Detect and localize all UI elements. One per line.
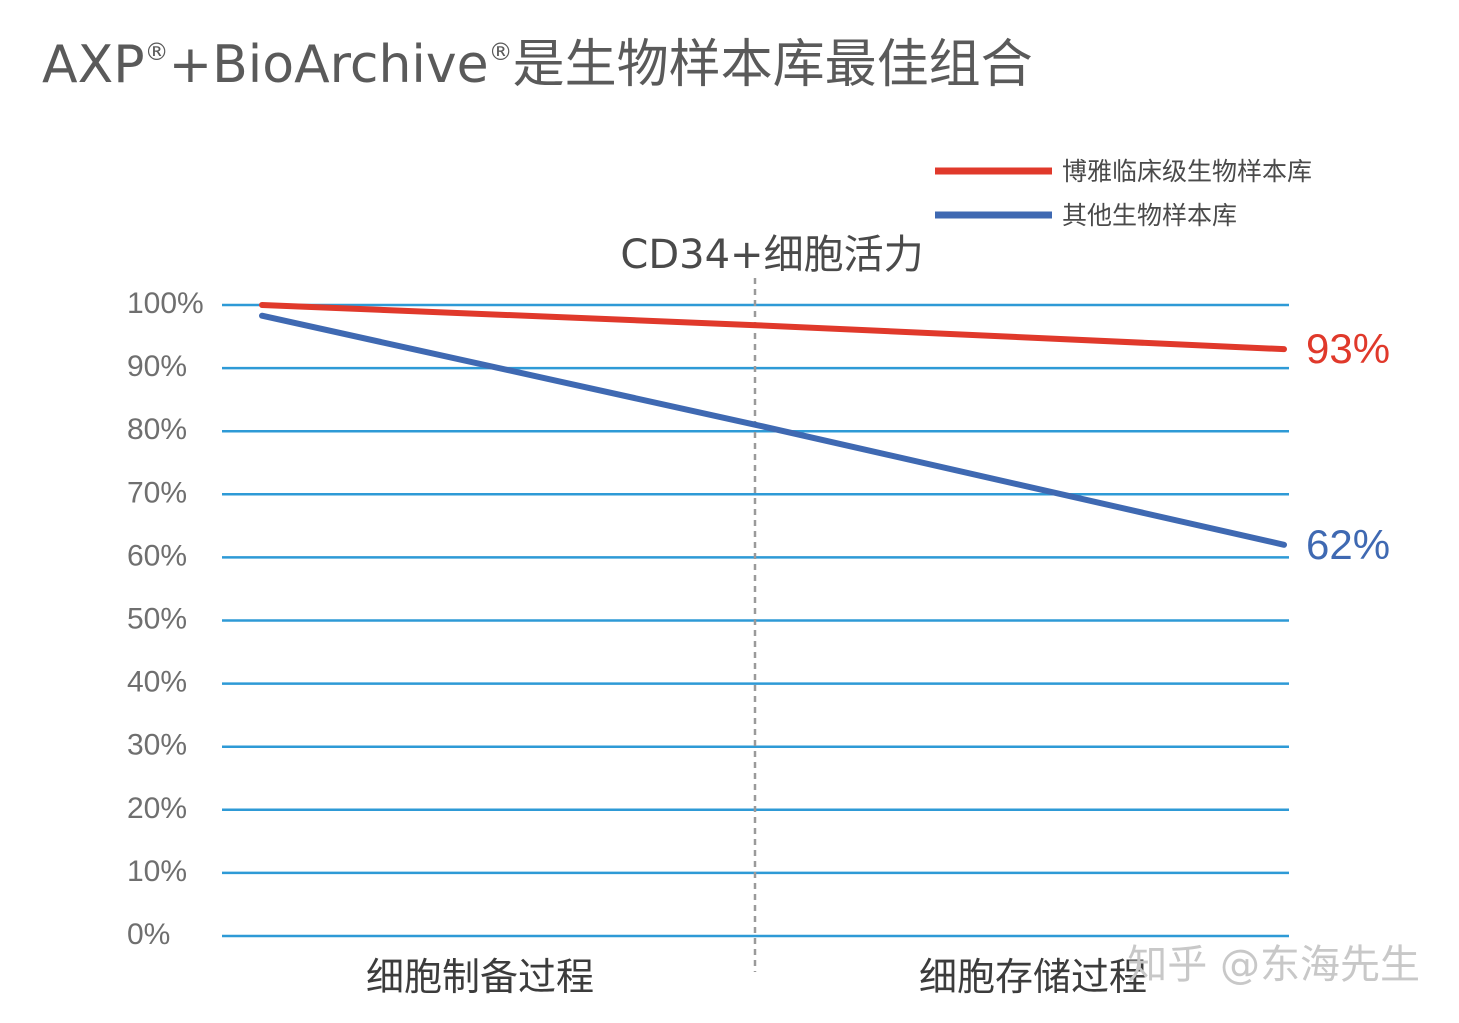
y-tick-label: 30% [127, 729, 187, 762]
end-labels: 93% 62% [1306, 325, 1390, 568]
y-tick-label: 50% [127, 603, 187, 636]
x-tick-storage: 细胞存储过程 [919, 955, 1147, 999]
title-part-axp: AXP [42, 35, 145, 95]
y-tick-label: 60% [127, 539, 187, 572]
series-line-red [259, 302, 1287, 353]
end-label-red: 93% [1306, 325, 1390, 372]
y-tick-label: 80% [127, 413, 187, 446]
y-tick-label: 70% [127, 476, 187, 509]
chart-title: CD34+细胞活力 [620, 232, 923, 278]
title-part-cn: 是生物样本库最佳组合 [513, 35, 1033, 95]
y-tick-label: 20% [127, 792, 187, 825]
y-axis-ticks: 0% 10% 20% 30% 40% 50% 60% 70% 80% 90% 100% [127, 287, 204, 951]
registered-mark-1: ® [145, 38, 169, 66]
legend-label-red: 博雅临床级生物样本库 [1062, 157, 1312, 186]
legend: 博雅临床级生物样本库 其他生物样本库 [935, 157, 1312, 230]
registered-mark-2: ® [489, 38, 513, 66]
series-line-blue [259, 312, 1287, 548]
y-tick-label: 40% [127, 666, 187, 699]
legend-label-blue: 其他生物样本库 [1062, 201, 1237, 230]
y-tick-label: 100% [127, 287, 204, 320]
y-tick-label: 0% [127, 918, 170, 951]
y-tick-label: 90% [127, 350, 187, 383]
watermark: 知乎 @东海先生 [1127, 942, 1420, 988]
series-lines [259, 302, 1287, 548]
title-part-bioarchive: +BioArchive [169, 35, 489, 95]
x-tick-preparation: 细胞制备过程 [366, 955, 594, 999]
y-tick-label: 10% [127, 855, 187, 888]
end-label-blue: 62% [1306, 521, 1390, 568]
page-title: AXP®+BioArchive®是生物样本库最佳组合 [42, 35, 1033, 95]
